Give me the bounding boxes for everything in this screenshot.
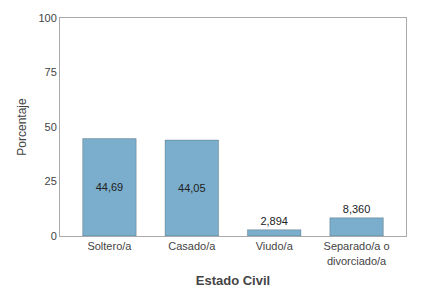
svg-text:44,05: 44,05 — [178, 182, 206, 194]
svg-text:2,894: 2,894 — [260, 215, 288, 227]
svg-text:8,360: 8,360 — [343, 203, 371, 215]
svg-text:Casado/a: Casado/a — [168, 240, 216, 252]
svg-text:100: 100 — [38, 12, 56, 24]
svg-text:44,69: 44,69 — [96, 181, 124, 193]
svg-text:Separado/a odivorciado/a: Separado/a odivorciado/a — [324, 240, 390, 266]
svg-text:0: 0 — [51, 230, 57, 242]
svg-text:75: 75 — [45, 66, 57, 78]
svg-text:Estado Civil: Estado Civil — [196, 273, 270, 288]
svg-text:25: 25 — [45, 175, 57, 187]
svg-text:50: 50 — [45, 121, 57, 133]
svg-text:Porcentaje: Porcentaje — [15, 98, 29, 156]
svg-text:Soltero/a: Soltero/a — [87, 240, 132, 252]
svg-text:Viudo/a: Viudo/a — [256, 240, 294, 252]
